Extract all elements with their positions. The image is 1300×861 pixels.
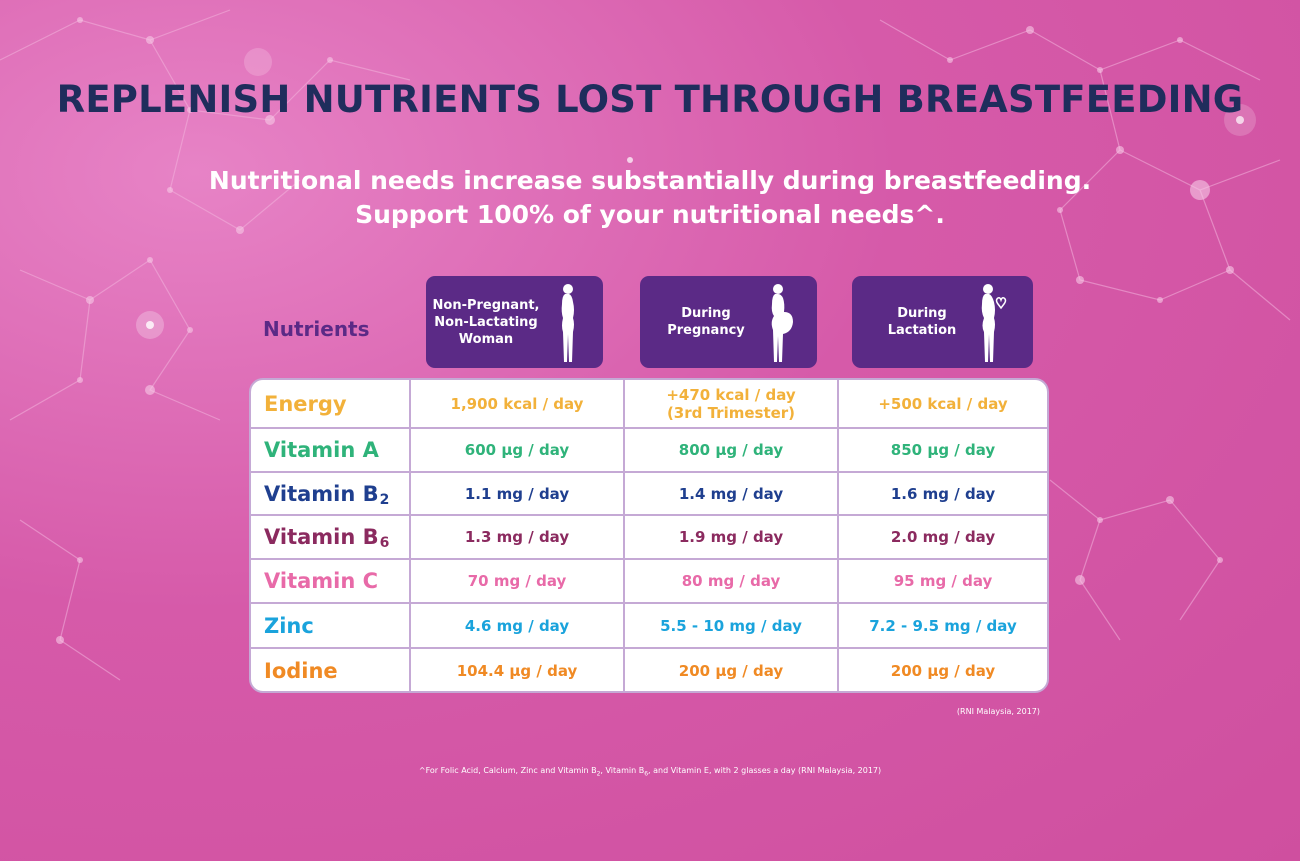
nutrient-name-text: Vitamin B — [264, 481, 379, 506]
value-non-pregnant: 1,900 kcal / day — [409, 380, 623, 427]
nutrient-name-text: Vitamin B — [264, 525, 379, 549]
header-line: Lactation — [887, 323, 957, 338]
value-non-pregnant: 4.6 mg / day — [409, 604, 623, 647]
header-line: During — [897, 306, 947, 321]
value-non-pregnant: 104.4 µg / day — [409, 649, 623, 691]
footnote-subscript: 2 — [596, 770, 601, 778]
nutrient-name-text: Vitamin A — [264, 438, 379, 462]
value-pregnancy: +470 kcal / day (3rd Trimester) — [623, 380, 837, 427]
value-non-pregnant: 600 µg / day — [409, 429, 623, 471]
value-non-pregnant: 1.1 mg / day — [409, 473, 623, 514]
row-divider — [251, 427, 1047, 429]
subtitle-line-1: Nutritional needs increase substantially… — [208, 166, 1092, 195]
table-row-vitamin-c: Vitamin C 70 mg / day 80 mg / day 95 mg … — [251, 560, 1047, 602]
table-row-iodine: Iodine 104.4 µg / day 200 µg / day 200 µ… — [251, 649, 1047, 691]
row-divider — [251, 471, 1047, 473]
header-line: Non-Lactating — [434, 314, 538, 330]
nutrients-column-heading: Nutrients — [263, 317, 370, 341]
value-pregnancy: 800 µg / day — [623, 429, 837, 471]
value-lactation: +500 kcal / day — [837, 380, 1047, 427]
value-pregnancy: 80 mg / day — [623, 560, 837, 602]
nutrient-name-text: Iodine — [264, 659, 338, 683]
page-title: REPLENISH NUTRIENTS LOST THROUGH BREASTF… — [56, 78, 1244, 121]
nutrient-name: Energy — [251, 380, 409, 427]
lactating-woman-silhouette-icon — [981, 284, 1007, 362]
header-line: Pregnancy — [667, 323, 745, 338]
value-pregnancy: 200 µg / day — [623, 649, 837, 691]
value-text: +470 kcal / day — [666, 385, 796, 404]
value-lactation: 7.2 - 9.5 mg / day — [837, 604, 1047, 647]
nutrient-name-text: Energy — [264, 391, 347, 416]
value-lactation: 2.0 mg / day — [837, 516, 1047, 558]
value-lactation: 200 µg / day — [837, 649, 1047, 691]
header-line: During — [681, 306, 731, 321]
footnote-subscript: 6 — [644, 770, 649, 778]
header-line: Woman — [458, 331, 514, 347]
value-pregnancy: 1.9 mg / day — [623, 516, 837, 558]
value-non-pregnant: 1.3 mg / day — [409, 516, 623, 558]
footnote-text: ^For Folic Acid, Calcium, Zinc and Vitam… — [418, 766, 597, 775]
value-pregnancy: 1.4 mg / day — [623, 473, 837, 514]
nutrient-name-text: Vitamin C — [264, 569, 379, 593]
value-pregnancy: 5.5 - 10 mg / day — [623, 604, 837, 647]
nutrient-name: Zinc — [251, 604, 409, 647]
pregnant-woman-silhouette-icon — [771, 284, 793, 362]
source-citation: (RNI Malaysia, 2017) — [956, 707, 1040, 716]
value-lactation: 95 mg / day — [837, 560, 1047, 602]
table-row-zinc: Zinc 4.6 mg / day 5.5 - 10 mg / day 7.2 … — [251, 604, 1047, 647]
nutrients-table: Energy 1,900 kcal / day +470 kcal / day(… — [249, 378, 1049, 693]
column-header-non-pregnant: Non-Pregnant, Non-Lactating Woman — [426, 276, 603, 368]
nutrient-name: Vitamin C — [251, 560, 409, 602]
subscript: 2 — [379, 491, 390, 508]
row-divider — [251, 514, 1047, 516]
column-header-label: Non-Pregnant, Non-Lactating Woman — [426, 276, 546, 368]
nutrient-name: Iodine — [251, 649, 409, 691]
column-header-label: During Pregnancy — [640, 276, 772, 368]
row-divider — [251, 558, 1047, 560]
column-header-lactation: During Lactation — [852, 276, 1033, 368]
nutrient-name: Vitamin A — [251, 429, 409, 471]
footnote: ^For Folic Acid, Calcium, Zinc and Vitam… — [0, 766, 1300, 778]
woman-silhouette-icon — [561, 284, 574, 362]
footnote-text: , and Vitamin E, with 2 glasses a day (R… — [648, 766, 882, 775]
nutrient-name-text: Zinc — [264, 613, 314, 638]
value-lactation: 1.6 mg / day — [837, 473, 1047, 514]
row-divider — [251, 647, 1047, 649]
value-lactation: 850 µg / day — [837, 429, 1047, 471]
value-note: (3rd Trimester) — [666, 403, 796, 422]
footnote-text: , Vitamin B — [600, 766, 645, 775]
value-non-pregnant: 70 mg / day — [409, 560, 623, 602]
table-row-vitamin-a: Vitamin A 600 µg / day 800 µg / day 850 … — [251, 429, 1047, 471]
subscript: 6 — [379, 535, 390, 551]
column-header-pregnancy: During Pregnancy — [640, 276, 817, 368]
column-header-label: During Lactation — [852, 276, 992, 368]
row-divider — [251, 602, 1047, 604]
header-line: Non-Pregnant, — [432, 297, 540, 313]
table-row-energy: Energy 1,900 kcal / day +470 kcal / day(… — [251, 380, 1047, 427]
subtitle-line-2: Support 100% of your nutritional needs^. — [355, 200, 945, 229]
